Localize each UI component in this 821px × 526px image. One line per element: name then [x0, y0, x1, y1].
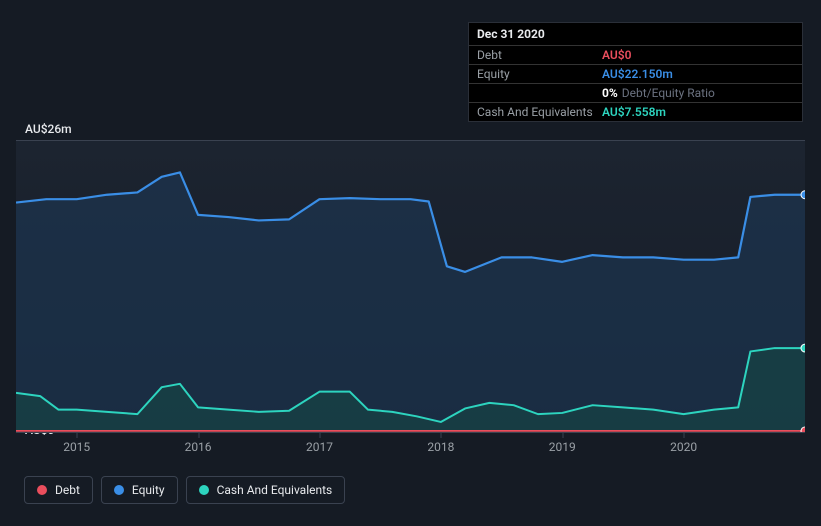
- series-end-marker: [801, 191, 805, 199]
- x-axis-tick: 2015: [63, 440, 90, 454]
- legend-dot-icon: [114, 485, 124, 495]
- y-axis-max-label: AU$26m: [25, 122, 72, 136]
- x-axis-tick: 2018: [427, 440, 454, 454]
- chart-plot-area[interactable]: [16, 140, 805, 433]
- tooltip-row-label: [477, 86, 602, 100]
- legend-item-label: Cash And Equivalents: [217, 483, 333, 497]
- chart-tooltip: Dec 31 2020 DebtAU$0EquityAU$22.150m0%De…: [468, 22, 803, 122]
- series-area: [16, 172, 805, 432]
- legend-item[interactable]: Equity: [101, 476, 178, 504]
- legend-item[interactable]: Cash And Equivalents: [186, 476, 346, 504]
- tooltip-row-value: AU$0: [602, 48, 632, 62]
- tooltip-row-value: AU$22.150m: [602, 67, 673, 81]
- chart-svg: [16, 141, 805, 432]
- tooltip-ratio-label: Debt/Equity Ratio: [622, 86, 715, 100]
- tooltip-row-value: AU$7.558m: [602, 105, 666, 119]
- legend-item[interactable]: Debt: [24, 476, 93, 504]
- legend-dot-icon: [37, 485, 47, 495]
- x-axis-tick: 2019: [549, 440, 576, 454]
- legend-item-label: Debt: [55, 483, 80, 497]
- legend-item-label: Equity: [132, 483, 165, 497]
- tooltip-row: EquityAU$22.150m: [469, 65, 802, 84]
- x-axis-tick: 2020: [670, 440, 697, 454]
- tooltip-row: Cash And EquivalentsAU$7.558m: [469, 103, 802, 121]
- legend-dot-icon: [199, 485, 209, 495]
- tooltip-row: DebtAU$0: [469, 46, 802, 65]
- x-axis: 2015 2016 2017 2018 2019 2020: [16, 440, 805, 460]
- legend: Debt Equity Cash And Equivalents: [24, 476, 345, 504]
- tooltip-row-label: Equity: [477, 67, 602, 81]
- tooltip-row-label: Cash And Equivalents: [477, 105, 602, 119]
- series-end-marker: [801, 344, 805, 352]
- x-axis-tick: 2016: [185, 440, 212, 454]
- tooltip-row-label: Debt: [477, 48, 602, 62]
- tooltip-row: 0% Debt/Equity Ratio: [469, 84, 802, 103]
- tooltip-date: Dec 31 2020: [469, 23, 802, 46]
- x-axis-tick: 2017: [306, 440, 333, 454]
- tooltip-ratio-pct: 0%: [602, 86, 618, 100]
